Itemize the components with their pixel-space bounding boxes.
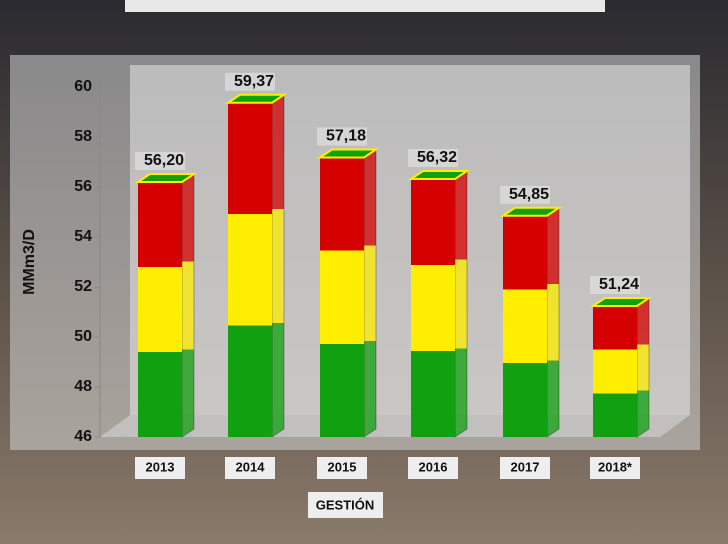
bar-top	[593, 298, 649, 306]
value-label: 54,85	[509, 186, 549, 203]
x-axis-label: GESTIÓN	[316, 497, 375, 512]
bar-side	[182, 174, 194, 437]
bar	[138, 182, 182, 437]
page: MMm3/D GESTIÓN 46 48 50 52 54 56 58 60 56,20 2013…	[0, 0, 728, 544]
bar-top	[503, 208, 559, 216]
y-tick-label: 58	[74, 128, 92, 145]
value-label: 56,32	[417, 149, 457, 166]
value-label: 56,20	[144, 152, 184, 169]
bar-side	[364, 150, 376, 438]
bar-top	[411, 171, 467, 179]
y-tick-label: 50	[74, 328, 92, 345]
x-tick-label: 2018*	[598, 459, 633, 474]
title-box	[125, 0, 605, 12]
bar	[320, 158, 364, 438]
x-tick-label: 2016	[419, 459, 448, 474]
y-tick-label: 60	[74, 78, 92, 95]
y-tick-label: 46	[74, 428, 92, 445]
bar-side	[547, 208, 559, 437]
x-tick-label: 2013	[146, 459, 175, 474]
y-tick-label: 56	[74, 178, 92, 195]
bar	[593, 306, 637, 437]
bar-side	[272, 95, 284, 437]
y-axis-label: MMm3/D	[21, 229, 38, 295]
x-tick-label: 2014	[236, 459, 266, 474]
value-label: 59,37	[234, 73, 274, 90]
y-tick-label: 52	[74, 278, 92, 295]
bar-side	[455, 171, 467, 437]
bar	[503, 216, 547, 437]
x-tick-label: 2017	[511, 459, 540, 474]
bar	[411, 179, 455, 437]
bar	[228, 103, 272, 437]
bar-top	[320, 150, 376, 158]
bar-side	[637, 298, 649, 437]
y-tick-label: 48	[74, 378, 92, 395]
y-tick-label: 54	[74, 228, 92, 245]
value-label: 51,24	[599, 276, 639, 293]
value-label: 57,18	[326, 128, 366, 145]
chart: MMm3/D GESTIÓN 46 48 50 52 54 56 58 60 56,20 2013…	[0, 0, 728, 544]
x-tick-label: 2015	[328, 459, 357, 474]
bar-top	[228, 95, 284, 103]
bar-top	[138, 174, 194, 182]
